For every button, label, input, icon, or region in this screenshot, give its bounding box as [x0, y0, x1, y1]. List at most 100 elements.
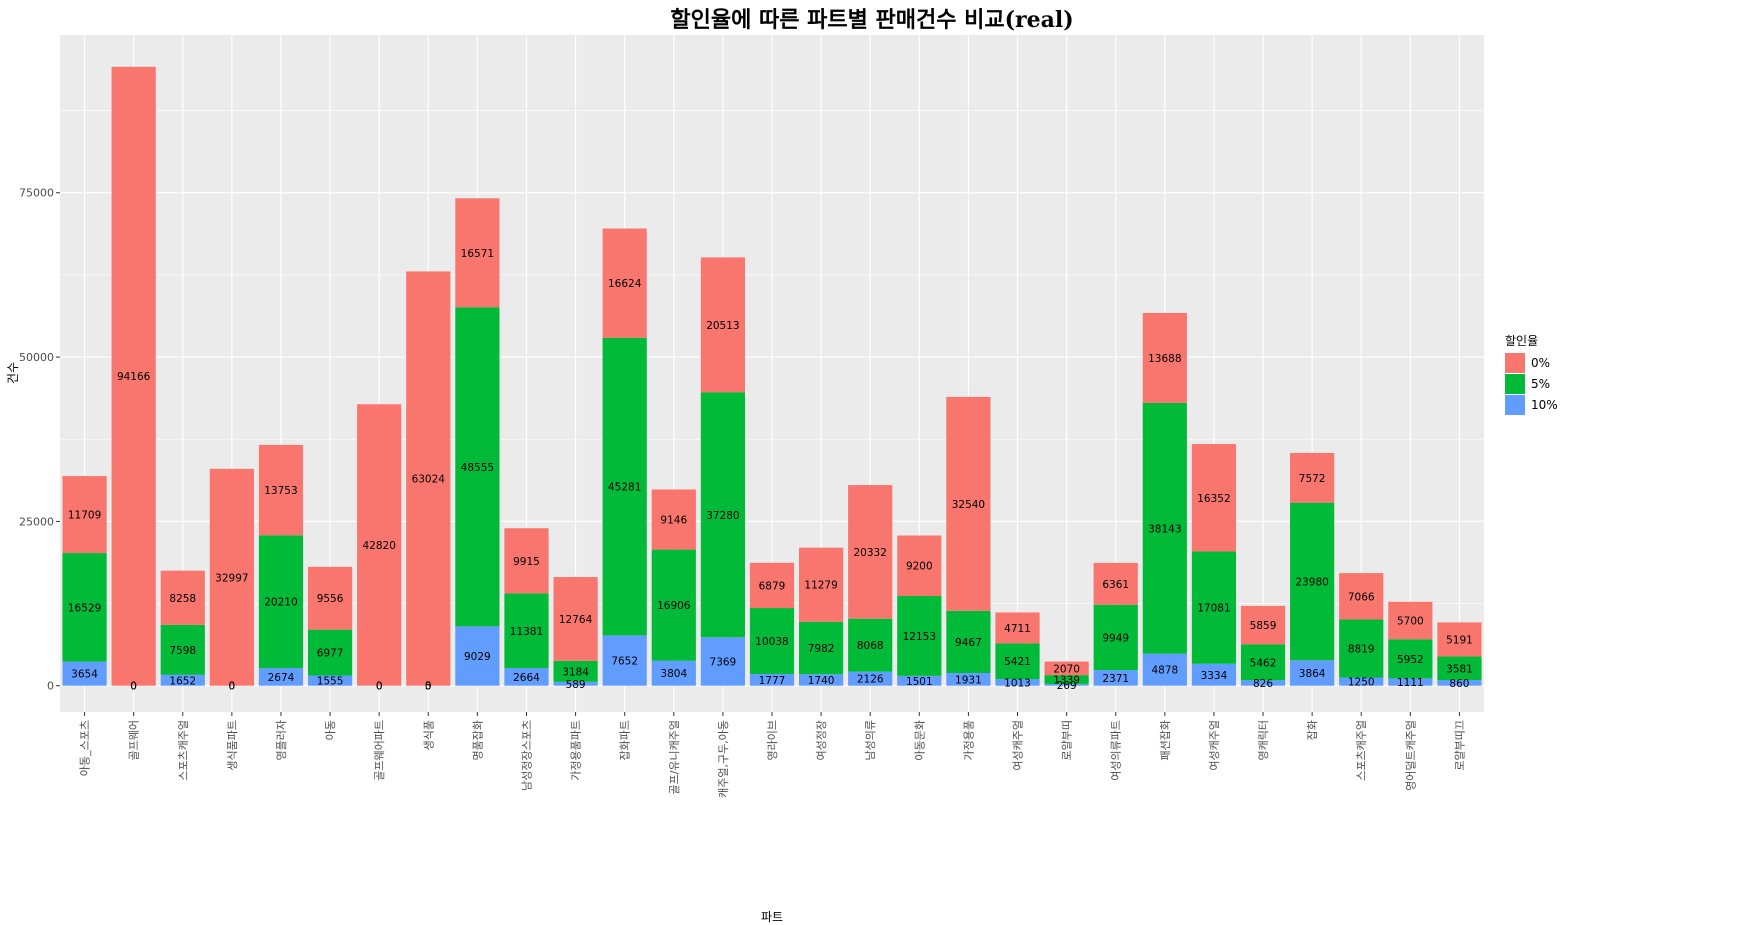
bar-segment [406, 271, 451, 686]
chart-title: 할인율에 따른 파트별 판매건수 비교(real) [670, 7, 1073, 33]
data-label: 16906 [657, 600, 691, 612]
x-tick-label: 아동 [324, 720, 337, 740]
data-label: 589 [566, 679, 586, 691]
bar-segment [602, 635, 647, 686]
data-label: 0 [376, 681, 383, 693]
x-tick-label: 여성정장 [815, 720, 828, 760]
bar-segment [700, 392, 745, 638]
x-tick-label: 골프웨어 [128, 720, 141, 760]
data-label: 3334 [1201, 670, 1228, 682]
bar-segment [357, 404, 402, 686]
bar-segment [1044, 683, 1089, 686]
data-label: 2664 [513, 672, 540, 684]
data-label: 5 [425, 681, 432, 693]
data-label: 6977 [317, 648, 344, 660]
legend-key [1505, 395, 1525, 415]
data-label: 94166 [117, 371, 151, 383]
data-label: 5462 [1250, 657, 1277, 669]
bar-segment [62, 553, 107, 662]
data-label: 6361 [1102, 579, 1129, 591]
bar-segment [1142, 653, 1187, 686]
data-label: 0 [229, 681, 236, 693]
bar-segment [504, 528, 549, 594]
bar-segment [1142, 312, 1187, 403]
x-tick-label: 잡화 [1306, 720, 1319, 740]
data-label: 3864 [1299, 668, 1326, 680]
data-label: 12153 [903, 631, 936, 643]
data-label: 8819 [1348, 644, 1375, 656]
data-label: 23980 [1295, 577, 1328, 589]
bar-segment [651, 489, 696, 550]
bar-segment [1388, 601, 1433, 640]
data-label: 0 [130, 681, 137, 693]
data-label: 11279 [804, 580, 837, 592]
data-label: 16352 [1197, 493, 1230, 505]
data-label: 32997 [215, 572, 248, 584]
bar-segment [897, 675, 942, 686]
data-label: 5421 [1004, 656, 1031, 668]
x-tick-label: 로얄부띠 [1060, 720, 1074, 760]
x-tick-label: 가정용품 [962, 720, 975, 760]
data-label: 8258 [169, 593, 196, 605]
bar-segment [258, 444, 304, 536]
data-label: 5859 [1250, 620, 1277, 632]
bar-segment [62, 661, 107, 686]
data-label: 826 [1253, 678, 1273, 690]
data-label: 9146 [660, 515, 687, 527]
data-label: 16571 [461, 248, 494, 260]
legend-key [1505, 353, 1525, 373]
data-label: 9915 [513, 556, 540, 568]
data-label: 4878 [1151, 665, 1178, 677]
bar-segment [602, 337, 647, 636]
bar-segment [1437, 656, 1482, 681]
data-label: 1740 [808, 675, 835, 687]
data-label: 42820 [362, 540, 395, 552]
bar-segment [848, 618, 893, 672]
data-label: 13753 [264, 485, 297, 497]
legend-label: 5% [1531, 377, 1550, 391]
bar-segment [209, 468, 254, 686]
bar-segment [1093, 604, 1138, 671]
bar-segment [307, 629, 353, 676]
y-tick-label: 0 [47, 680, 54, 693]
data-label: 2371 [1102, 673, 1129, 685]
data-label: 5952 [1397, 654, 1424, 666]
bar-segment [1240, 644, 1286, 681]
data-label: 7066 [1348, 591, 1375, 603]
bar-segment [1388, 678, 1433, 686]
data-label: 12764 [559, 614, 593, 626]
data-label: 5700 [1397, 616, 1424, 628]
bar-segment [1044, 661, 1089, 676]
bar-segment [700, 637, 745, 686]
bar-segment [1339, 619, 1384, 678]
bar-segment [651, 549, 696, 661]
data-label: 16529 [68, 602, 101, 614]
bar-segment [995, 612, 1040, 644]
x-tick-label: 생식품 [422, 720, 435, 750]
bar-segment [553, 681, 598, 686]
x-tick-label: 캐주얼,구두,아동 [716, 720, 730, 798]
legend-label: 0% [1531, 356, 1550, 370]
data-label: 7652 [611, 656, 638, 668]
data-label: 7572 [1299, 473, 1326, 485]
bar-segment [1437, 680, 1482, 686]
x-axis: 아동_스포츠 골프웨어 스포츠캐주얼 생식품파트 영플러자 아동 골프웨어파트 생식품 명품잡화… [79, 712, 1466, 798]
data-label: 48555 [461, 462, 494, 474]
bar-segment [700, 257, 745, 393]
x-tick-label: 여성캐주얼 [1207, 720, 1221, 771]
data-label: 2126 [857, 674, 884, 686]
y-axis-title: 건수 [6, 362, 20, 384]
data-label: 6879 [759, 580, 786, 592]
data-label: 10038 [755, 636, 788, 648]
data-label: 1555 [317, 676, 344, 688]
x-tick-label: 여성의류파트 [1110, 720, 1123, 781]
bar-segment [160, 674, 205, 686]
bar-segment [848, 671, 893, 686]
legend-label: 10% [1531, 398, 1558, 412]
bar-segment [1437, 622, 1482, 657]
data-label: 1250 [1348, 677, 1375, 689]
bar-segment [651, 660, 696, 686]
data-label: 1013 [1004, 677, 1031, 689]
x-tick-label: 명품잡화 [471, 720, 484, 760]
